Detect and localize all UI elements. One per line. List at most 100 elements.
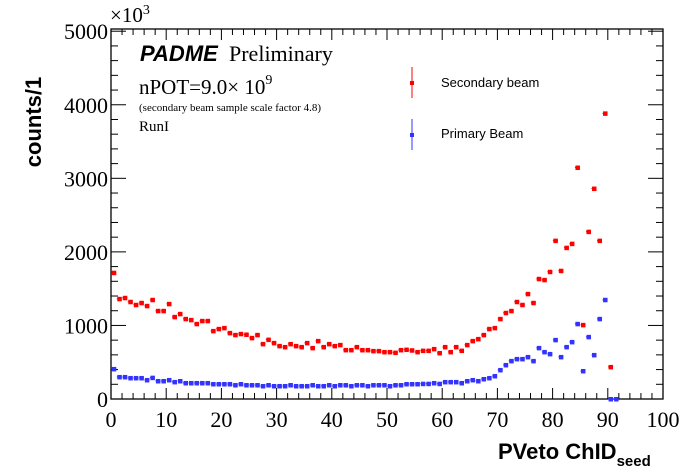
data-point (470, 338, 476, 344)
data-point (233, 383, 238, 388)
data-point (205, 318, 211, 324)
data-point (592, 186, 597, 192)
data-point (382, 383, 387, 388)
data-point (260, 341, 266, 347)
data-point (531, 358, 536, 364)
data-point (178, 311, 183, 317)
data-point (122, 374, 128, 380)
data-point (332, 383, 338, 389)
data-point (150, 375, 155, 381)
data-point (498, 316, 503, 322)
data-point (288, 383, 293, 388)
data-point (238, 381, 244, 387)
data-point (426, 381, 431, 387)
data-point (238, 331, 244, 337)
data-points (111, 111, 619, 402)
data-point (603, 111, 608, 116)
data-point (244, 332, 249, 337)
data-point (564, 344, 569, 350)
data-point (431, 380, 437, 386)
data-point (155, 378, 161, 384)
x-tick-label: 70 (486, 407, 508, 432)
data-point (404, 381, 409, 387)
data-point (487, 375, 492, 381)
data-point (139, 375, 144, 381)
data-point (338, 342, 343, 348)
data-point (542, 349, 547, 355)
data-point (316, 338, 321, 344)
data-point (343, 347, 349, 353)
data-point (371, 383, 376, 388)
data-point (503, 362, 509, 368)
data-point (525, 291, 531, 297)
data-point (547, 351, 553, 357)
data-point (580, 322, 586, 328)
data-point (382, 349, 387, 355)
data-point (409, 381, 415, 387)
data-point (476, 378, 481, 384)
data-point (299, 383, 304, 389)
data-point (144, 303, 150, 309)
data-point (586, 229, 591, 235)
data-point (470, 377, 476, 383)
data-point (448, 349, 453, 355)
data-point (365, 347, 371, 353)
data-point (376, 383, 382, 388)
data-point (393, 383, 398, 388)
y-tick-label: 3000 (64, 166, 108, 191)
data-point (349, 383, 354, 389)
data-point (222, 381, 227, 387)
data-point (592, 352, 597, 358)
data-point (216, 326, 222, 332)
data-point (282, 383, 288, 389)
data-point (172, 314, 177, 320)
data-point (503, 310, 509, 316)
data-point (349, 347, 354, 353)
data-point (542, 277, 547, 283)
series-primary-beam (111, 297, 619, 402)
data-point (553, 337, 558, 343)
data-point (431, 346, 437, 352)
data-point (194, 321, 200, 327)
y-tick-label: 0 (97, 387, 108, 412)
data-point (404, 347, 409, 353)
data-point (514, 356, 520, 362)
data-point (260, 383, 266, 389)
data-point (133, 302, 139, 308)
scale-factor-note: (secondary beam sample scale factor 4.8) (139, 102, 321, 114)
data-point (564, 245, 569, 251)
data-point (376, 348, 382, 354)
data-point (293, 343, 299, 349)
data-point (155, 308, 161, 314)
data-point (465, 378, 470, 384)
data-point (387, 383, 393, 389)
x-tick-label: 20 (210, 407, 232, 432)
data-point (509, 358, 514, 364)
data-point (249, 335, 255, 341)
data-point (166, 301, 172, 307)
data-point (465, 342, 470, 348)
y-multiplier-label: ×103 (110, 3, 150, 27)
data-point (117, 296, 122, 302)
data-point (398, 383, 404, 388)
data-point (608, 364, 614, 370)
data-point (536, 345, 542, 351)
data-point (271, 340, 277, 346)
data-point (111, 270, 117, 276)
data-point (459, 348, 465, 354)
data-point (454, 344, 459, 350)
data-point (343, 383, 349, 388)
data-point (580, 368, 586, 374)
data-point (282, 344, 288, 350)
data-point (586, 334, 591, 340)
data-point (304, 340, 310, 346)
data-point (211, 381, 216, 387)
legend: Secondary beam Primary Beam (410, 67, 539, 150)
data-point (216, 381, 222, 387)
data-point (481, 376, 487, 382)
data-point (569, 339, 575, 345)
data-point (327, 383, 332, 388)
data-point (222, 325, 227, 331)
data-point (492, 373, 498, 379)
